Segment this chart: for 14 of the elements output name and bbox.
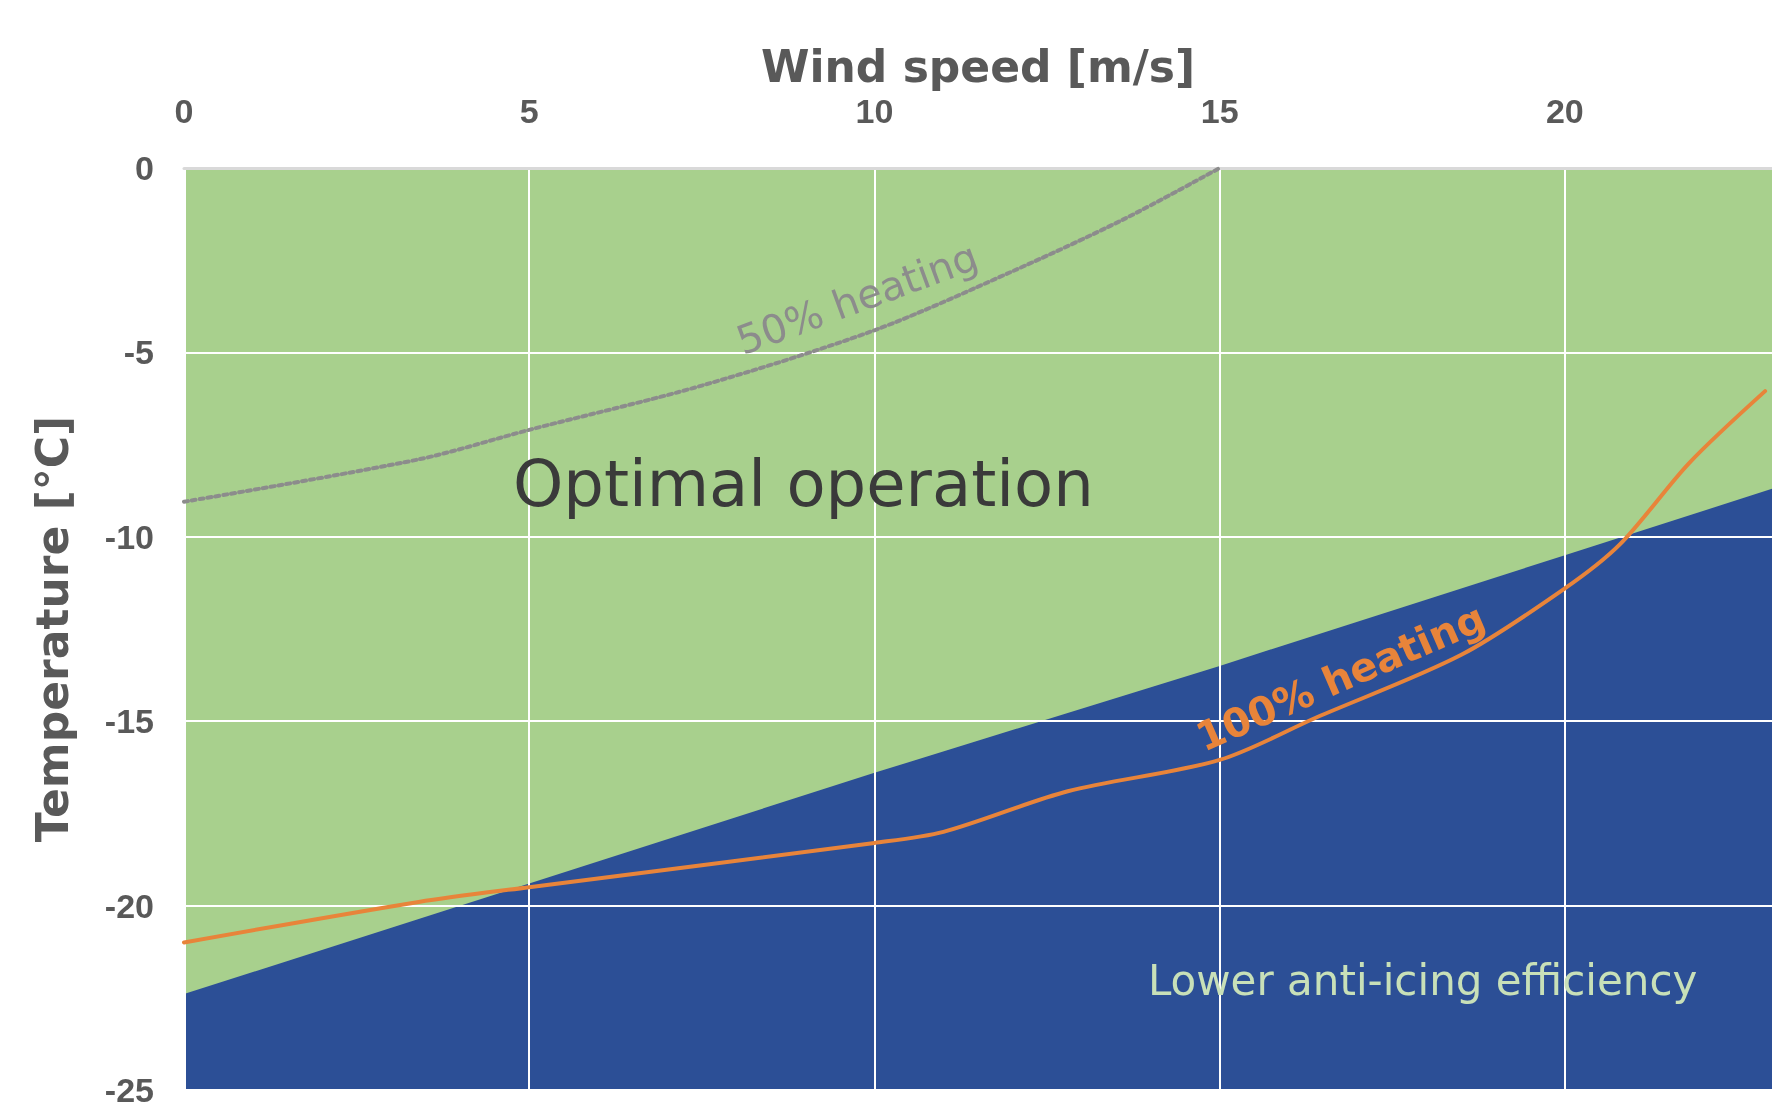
y-tick-label: 0 — [135, 149, 154, 187]
x-tick-label: 15 — [1200, 92, 1239, 130]
x-tick-label: 20 — [1545, 92, 1584, 130]
x-tick-label: 0 — [174, 92, 194, 130]
line-series — [182, 389, 1768, 945]
x-tick-label: 10 — [855, 92, 894, 130]
y-tick-label: -5 — [123, 333, 154, 372]
y-tick-label: -25 — [104, 1071, 154, 1109]
y-axis-title: Temperature [°C] — [26, 415, 78, 843]
x-tick-label: 5 — [519, 92, 539, 130]
y-tick-label: -20 — [104, 886, 154, 925]
y-tick-label: -15 — [104, 702, 154, 741]
x-axis-title: Wind speed [m/s] — [760, 40, 1196, 92]
y-tick-label: -10 — [104, 517, 154, 556]
